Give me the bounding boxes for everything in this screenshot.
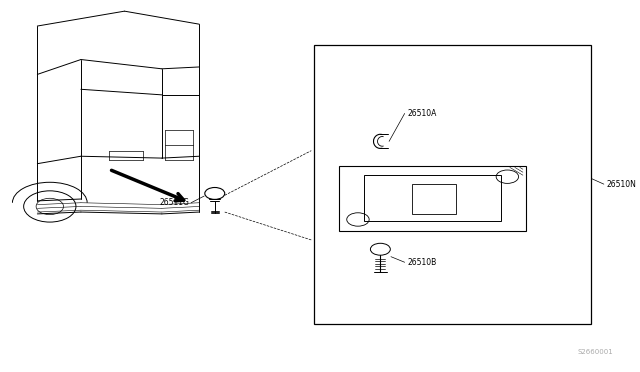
- Text: 26510A: 26510A: [408, 109, 437, 118]
- Text: S2660001: S2660001: [577, 349, 613, 355]
- Bar: [412, 184, 456, 214]
- Bar: [364, 175, 501, 221]
- Text: 26510N: 26510N: [607, 180, 637, 189]
- Text: 26510B: 26510B: [408, 258, 437, 267]
- Bar: [314, 45, 591, 324]
- Text: 26511G: 26511G: [160, 198, 190, 207]
